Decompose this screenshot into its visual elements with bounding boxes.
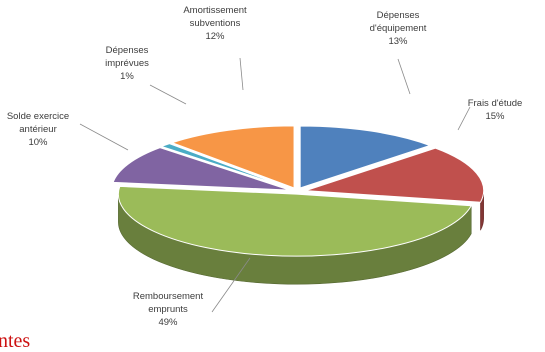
slice-label-remboursement: Remboursement emprunts 49% <box>133 291 204 328</box>
leader-line-imprevues <box>149 84 187 105</box>
slice-label-equipement: Dépenses d'équipement 13% <box>370 10 427 47</box>
leader-line-frais-etude <box>457 106 471 131</box>
leader-line-equipement <box>397 58 411 95</box>
slice-imprevues <box>160 143 292 190</box>
pie-tops <box>112 125 485 257</box>
leader-line-remboursement <box>211 257 251 313</box>
slice-label-imprevues: Dépenses imprévues 1% <box>105 45 149 82</box>
footer-text: ntes <box>0 330 31 352</box>
slice-label-amortissement: Amortissement subventions 12% <box>183 5 247 42</box>
slice-equipement <box>299 125 432 189</box>
leader-line-amortissement <box>239 57 244 91</box>
slice-label-frais-etude: Frais d'étude 15% <box>468 98 523 122</box>
leader-lines <box>79 57 471 313</box>
slice-label-solde: Solde exercice antérieur 10% <box>7 111 69 148</box>
slice-labels: Dépenses d'équipement 13% Frais d'étude 15% R… <box>7 5 522 328</box>
slice-amortissement <box>170 125 295 189</box>
slice-frais-etude <box>305 147 485 203</box>
leader-line-solde <box>79 123 129 151</box>
slice-remboursement <box>117 185 473 257</box>
slice-solde <box>112 147 290 191</box>
